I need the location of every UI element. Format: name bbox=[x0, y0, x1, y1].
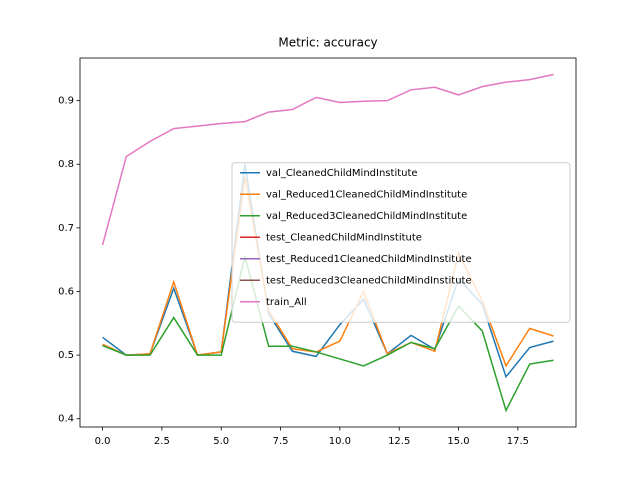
x-tick-label: 7.5 bbox=[273, 436, 289, 447]
x-tick-label: 0.0 bbox=[95, 436, 111, 447]
x-tick-label: 17.5 bbox=[507, 436, 529, 447]
x-tick-label: 12.5 bbox=[388, 436, 410, 447]
legend-label: train_All bbox=[266, 297, 307, 308]
legend-label: test_Reduced3CleanedChildMindInstitute bbox=[266, 275, 472, 286]
y-tick-label: 0.5 bbox=[58, 350, 74, 361]
axes-frame bbox=[79, 57, 577, 428]
x-tick-label: 5.0 bbox=[213, 436, 229, 447]
y-tick-label: 0.6 bbox=[58, 286, 74, 297]
x-tick-label: 2.5 bbox=[154, 436, 170, 447]
series-line bbox=[101, 73, 554, 246]
y-tick-label: 0.4 bbox=[58, 414, 74, 425]
y-tick-label: 0.8 bbox=[58, 159, 74, 170]
legend-label: val_Reduced3CleanedChildMindInstitute bbox=[266, 211, 467, 222]
legend-label: val_Reduced1CleanedChildMindInstitute bbox=[266, 189, 467, 200]
x-tick-label: 15.0 bbox=[447, 436, 469, 447]
chart-title: Metric: accuracy bbox=[278, 36, 377, 50]
legend-label: test_CleanedChildMindInstitute bbox=[266, 232, 422, 243]
y-tick-label: 0.9 bbox=[58, 96, 74, 107]
legend-label: val_CleanedChildMindInstitute bbox=[266, 168, 418, 179]
legend: val_CleanedChildMindInstitute val_Reduced… bbox=[231, 162, 571, 323]
x-tick-label: 10.0 bbox=[329, 436, 351, 447]
legend-box bbox=[231, 162, 571, 323]
y-tick-label: 0.7 bbox=[58, 223, 74, 234]
series-line bbox=[102, 256, 554, 413]
legend-label: test_Reduced1CleanedChildMindInstitute bbox=[266, 254, 472, 265]
